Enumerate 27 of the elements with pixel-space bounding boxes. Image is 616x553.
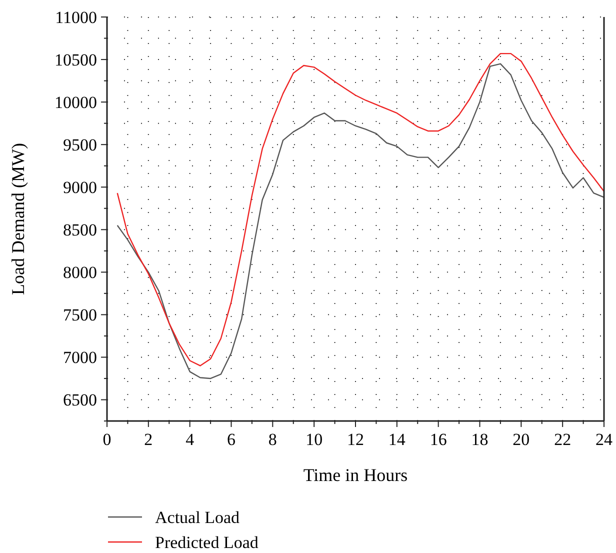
x-tick-label: 22: [554, 430, 572, 449]
x-tick-label: 12: [347, 430, 364, 449]
y-tick-label: 11000: [55, 8, 97, 27]
y-tick-label: 6500: [63, 390, 97, 410]
x-tick-label: 18: [471, 430, 488, 449]
x-tick-label: 2: [144, 430, 153, 449]
y-tick-label: 9500: [63, 136, 97, 155]
y-tick-label: 7500: [63, 306, 97, 325]
x-axis-title: Time in Hours: [303, 465, 408, 485]
x-tick-label: 6: [227, 430, 236, 449]
y-tick-label: 10500: [54, 50, 97, 70]
y-axis-title: Load Demand (MW): [8, 143, 28, 295]
legend-label: Actual Load: [155, 508, 240, 527]
y-tick-label: 8500: [63, 220, 97, 240]
y-tick-label: 7000: [63, 348, 97, 368]
x-tick-label: 14: [388, 430, 406, 449]
x-tick-label: 0: [102, 430, 112, 449]
x-tick-label: 10: [306, 430, 323, 449]
y-tick-label: 10000: [54, 93, 97, 112]
x-tick-label: 8: [268, 430, 277, 449]
x-tick-label: 20: [512, 430, 530, 449]
x-tick-label: 24: [596, 430, 613, 449]
y-tick-label: 9000: [63, 178, 97, 198]
x-tick-label: 16: [430, 430, 447, 449]
y-tick-label: 8000: [63, 263, 97, 282]
legend-label: Predicted Load: [155, 532, 259, 552]
x-tick-label: 4: [186, 430, 195, 449]
